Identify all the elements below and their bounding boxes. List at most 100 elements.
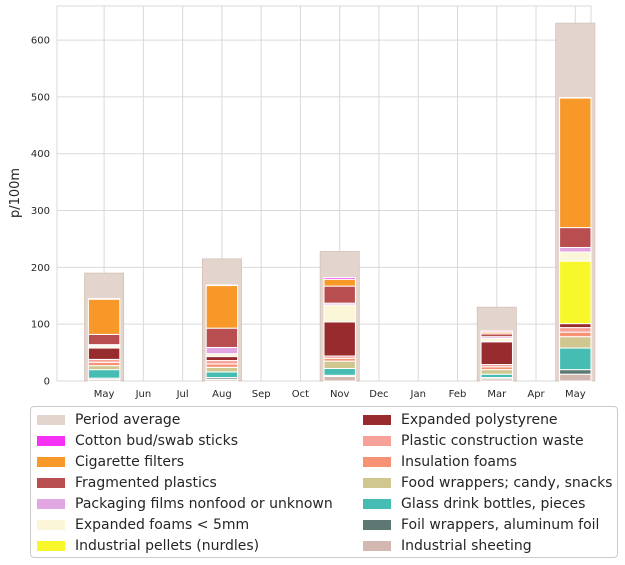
bar-12-series-0 xyxy=(559,373,592,382)
y-tick-label-4: 400 xyxy=(31,149,50,160)
legend-swatch-2 xyxy=(37,457,65,467)
bar-12-series-7 xyxy=(559,260,592,325)
stacked-bar-chart: 0 100 200 300 400 500 600 May Jun Jul Aug Sep Oct No… xyxy=(8,5,596,400)
bar-6-series-6 xyxy=(323,321,356,357)
bar-3-series-11 xyxy=(205,285,239,329)
legend-item-13: Industrial sheeting xyxy=(363,536,532,556)
bar-3-series-12 xyxy=(205,284,239,287)
legend-label-7: Expanded polystyrene xyxy=(401,412,558,428)
legend-item-12: Foil wrappers, aluminum foil xyxy=(363,515,599,535)
bar-0-series-3 xyxy=(87,365,121,371)
legend: Period average Cotton bud/swab sticks Ciga… xyxy=(30,406,618,558)
x-tick-label-8: Jan xyxy=(410,389,426,400)
bar-6-series-12 xyxy=(323,277,356,280)
legend-item-10: Food wrappers; candy, snacks xyxy=(363,473,612,493)
bar-3-series-5 xyxy=(205,360,239,365)
legend-item-8: Plastic construction waste xyxy=(363,431,584,451)
bar-12-series-12 xyxy=(559,96,592,99)
bar-6-series-0 xyxy=(323,375,356,382)
x-tick-label-5: Oct xyxy=(292,389,309,400)
bar-12-series-4 xyxy=(559,331,592,338)
y-tick-labels: 0 100 200 300 400 500 600 xyxy=(31,36,50,388)
bar-3-series-6 xyxy=(205,356,239,362)
x-tick-labels: May Jun Jul Aug Sep Oct Nov Dec Jan Feb Mar Apr May xyxy=(94,389,586,400)
legend-label-10: Food wrappers; candy, snacks xyxy=(401,475,613,491)
bar-12-series-9 xyxy=(559,246,592,253)
legend-label-0: Period average xyxy=(75,412,181,428)
stacked-bars xyxy=(87,96,592,382)
bar-0-series-10 xyxy=(87,333,121,346)
bar-12-series-11 xyxy=(559,97,592,229)
legend-label-2: Cigarette filters xyxy=(75,454,185,470)
legend-item-2: Cigarette filters xyxy=(37,452,184,472)
bar-0-series-11 xyxy=(87,298,121,335)
x-tick-label-7: Dec xyxy=(369,389,388,400)
legend-swatch-6 xyxy=(37,541,65,551)
bar-10-series-3 xyxy=(480,369,513,375)
bar-6-series-11 xyxy=(323,278,356,287)
x-tick-label-1: Jun xyxy=(135,389,152,400)
legend-item-9: Insulation foams xyxy=(363,452,517,472)
legend-swatch-3 xyxy=(37,478,65,488)
bar-10-series-6 xyxy=(480,341,513,366)
legend-swatch-9 xyxy=(363,457,391,467)
legend-swatch-8 xyxy=(363,436,391,446)
y-tick-label-6: 600 xyxy=(31,36,50,47)
bar-3-series-10 xyxy=(205,327,239,348)
bar-0-series-4 xyxy=(87,361,121,367)
bar-12-series-3 xyxy=(559,336,592,349)
legend-item-0: Period average xyxy=(37,410,180,430)
x-tick-label-4: Sep xyxy=(252,389,271,400)
x-tick-label-0: May xyxy=(94,389,115,400)
legend-swatch-0 xyxy=(37,415,65,425)
bar-12-series-6 xyxy=(559,323,592,329)
x-tick-label-6: Nov xyxy=(330,389,350,400)
bar-6-series-8 xyxy=(323,304,356,323)
bar-0-series-2 xyxy=(87,369,121,379)
x-tick-label-9: Feb xyxy=(449,389,467,400)
legend-item-6: Industrial pellets (nurdles) xyxy=(37,536,259,556)
legend-label-4: Packaging films nonfood or unknown xyxy=(75,496,333,512)
legend-swatch-4 xyxy=(37,499,65,509)
y-tick-label-0: 0 xyxy=(44,377,50,388)
legend-swatch-5 xyxy=(37,520,65,530)
y-tick-label-1: 100 xyxy=(31,320,50,331)
legend-item-4: Packaging films nonfood or unknown xyxy=(37,494,333,514)
legend-label-13: Industrial sheeting xyxy=(401,538,532,554)
y-tick-label-2: 200 xyxy=(31,263,50,274)
bar-12-series-8 xyxy=(559,251,592,262)
legend-item-11: Glass drink bottles, pieces xyxy=(363,494,585,514)
bar-6-series-3 xyxy=(323,360,356,370)
x-tick-label-12: May xyxy=(565,389,586,400)
bar-10-series-12 xyxy=(480,330,513,333)
bar-3-series-4 xyxy=(205,363,239,368)
legend-label-8: Plastic construction waste xyxy=(401,433,584,449)
y-tick-label-5: 500 xyxy=(31,92,50,103)
y-tick-label-3: 300 xyxy=(31,206,50,217)
x-tick-label-3: Aug xyxy=(212,389,232,400)
bar-3-series-9 xyxy=(205,346,239,355)
bar-12-series-10 xyxy=(559,227,592,248)
y-axis-label: p/100m xyxy=(8,168,23,218)
legend-swatch-1 xyxy=(37,436,65,446)
legend-label-12: Foil wrappers, aluminum foil xyxy=(401,517,600,533)
legend-label-3: Fragmented plastics xyxy=(75,475,217,491)
legend-label-5: Expanded foams < 5mm xyxy=(75,517,250,533)
legend-swatch-10 xyxy=(363,478,391,488)
bar-12-series-5 xyxy=(559,327,592,333)
legend-swatch-11 xyxy=(363,499,391,509)
bar-3-series-3 xyxy=(205,366,239,373)
legend-label-1: Cotton bud/swab sticks xyxy=(75,433,239,449)
x-tick-label-2: Jul xyxy=(176,389,189,400)
legend-label-6: Industrial pellets (nurdles) xyxy=(75,538,260,554)
bar-12-series-1 xyxy=(559,369,592,375)
legend-swatch-7 xyxy=(363,415,391,425)
legend-item-5: Expanded foams < 5mm xyxy=(37,515,249,535)
bar-6-series-10 xyxy=(323,285,356,304)
bar-10-series-2 xyxy=(480,373,513,379)
legend-item-7: Expanded polystyrene xyxy=(363,410,558,430)
legend-label-9: Insulation foams xyxy=(401,454,517,470)
bar-6-series-2 xyxy=(323,368,356,376)
x-tick-label-10: Mar xyxy=(487,389,507,400)
legend-label-11: Glass drink bottles, pieces xyxy=(401,496,586,512)
